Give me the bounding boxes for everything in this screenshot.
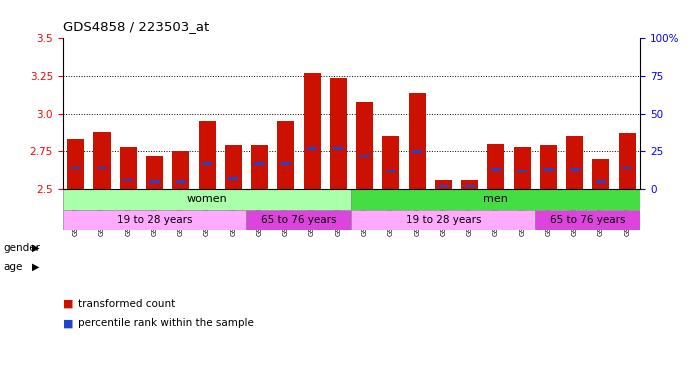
Text: GDS4858 / 223503_at: GDS4858 / 223503_at — [63, 20, 209, 33]
Bar — [123, 179, 134, 181]
Bar — [146, 156, 163, 189]
Bar — [487, 144, 505, 189]
Text: men: men — [484, 194, 508, 204]
Text: 65 to 76 years: 65 to 76 years — [261, 215, 337, 225]
Bar — [517, 170, 528, 172]
Text: ■: ■ — [63, 299, 73, 309]
Bar — [255, 162, 264, 165]
Bar — [435, 180, 452, 189]
Bar — [540, 145, 557, 189]
Text: 19 to 28 years: 19 to 28 years — [406, 215, 481, 225]
Bar — [566, 136, 583, 189]
Bar — [464, 185, 475, 187]
Bar — [173, 151, 189, 189]
Bar — [360, 154, 370, 157]
Bar — [97, 167, 107, 169]
Bar — [461, 180, 478, 189]
Bar — [333, 147, 343, 150]
Text: transformed count: transformed count — [78, 299, 175, 309]
Text: 19 to 28 years: 19 to 28 years — [117, 215, 192, 225]
Bar — [63, 189, 351, 210]
Bar — [303, 73, 321, 189]
Text: ▶: ▶ — [32, 262, 40, 272]
Bar — [544, 168, 553, 171]
Text: ▶: ▶ — [32, 243, 40, 253]
Bar — [491, 168, 501, 171]
Text: age: age — [3, 262, 23, 272]
Bar — [120, 147, 137, 189]
Bar — [150, 180, 159, 183]
Bar — [251, 145, 268, 189]
Bar — [246, 210, 351, 230]
Bar — [356, 102, 373, 189]
Text: women: women — [187, 194, 228, 204]
Bar — [63, 210, 246, 230]
Bar — [198, 121, 216, 189]
Bar — [93, 132, 111, 189]
Text: ■: ■ — [63, 318, 73, 328]
Bar — [330, 78, 347, 189]
Bar — [535, 210, 640, 230]
Bar — [596, 180, 606, 183]
Bar — [71, 167, 81, 169]
Bar — [280, 162, 291, 165]
Bar — [175, 180, 186, 183]
Bar — [619, 133, 635, 189]
Bar — [622, 167, 632, 169]
Bar — [438, 185, 448, 187]
Bar — [307, 147, 317, 150]
Bar — [409, 93, 426, 189]
Text: 65 to 76 years: 65 to 76 years — [550, 215, 626, 225]
Bar — [412, 150, 422, 153]
Bar — [225, 145, 242, 189]
Bar — [514, 147, 530, 189]
Bar — [228, 177, 239, 180]
Bar — [592, 159, 610, 189]
Bar — [202, 162, 212, 165]
Bar — [386, 170, 396, 172]
Bar — [68, 139, 84, 189]
Bar — [351, 210, 535, 230]
Bar — [382, 136, 400, 189]
Bar — [569, 168, 580, 171]
Bar — [277, 121, 294, 189]
Text: percentile rank within the sample: percentile rank within the sample — [78, 318, 254, 328]
Text: gender: gender — [3, 243, 40, 253]
Bar — [351, 189, 640, 210]
